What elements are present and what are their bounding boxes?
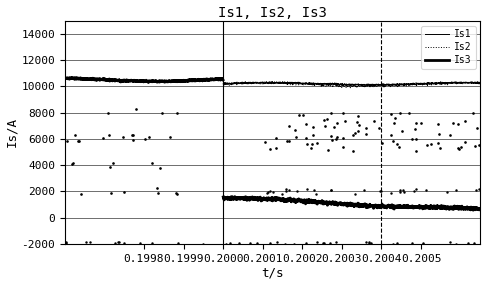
- Title: Is1, Is2, Is3: Is1, Is2, Is3: [218, 5, 327, 20]
- X-axis label: t/s: t/s: [261, 266, 284, 280]
- Y-axis label: Is/A: Is/A: [5, 117, 18, 147]
- Legend: Is1, Is2, Is3: Is1, Is2, Is3: [421, 26, 476, 69]
